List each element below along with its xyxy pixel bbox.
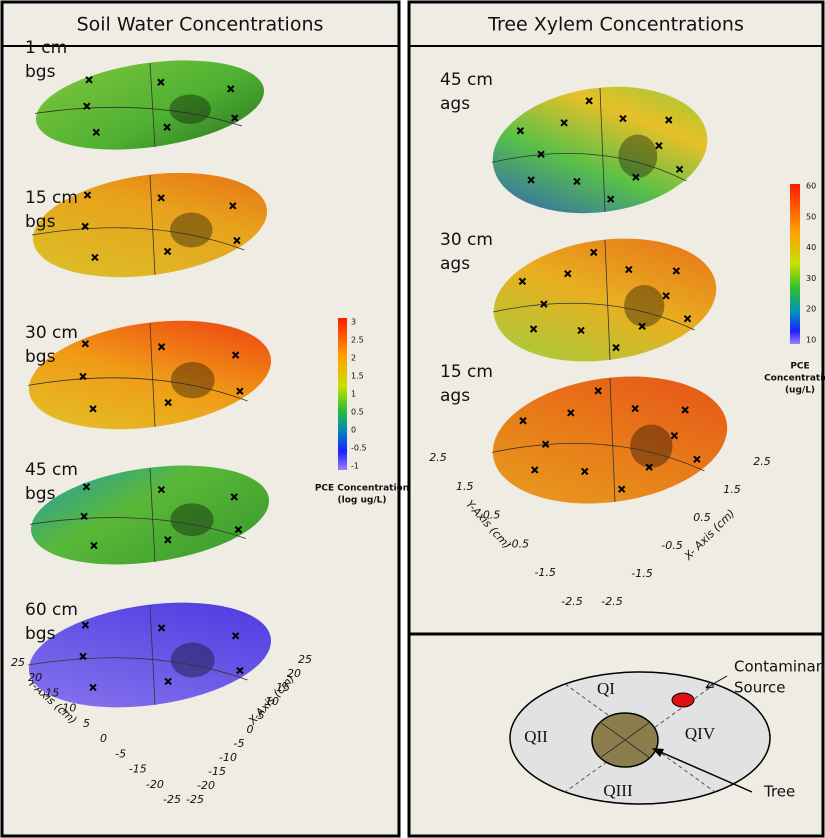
axis-tick: -1.5 (631, 567, 652, 580)
contaminant-source (672, 693, 694, 707)
axis-tick: 5 (83, 717, 90, 730)
colorbar-tick: 0.5 (351, 408, 364, 417)
colorbar-label: PCE (790, 362, 809, 372)
axis-tick: 25 (11, 656, 25, 669)
depth-label: 1 cm (25, 38, 67, 58)
colorbar-tick: -1 (351, 462, 359, 471)
colorbar-tick: 20 (806, 305, 816, 314)
source-label: Contaminant (734, 658, 825, 676)
axis-tick: -20 (146, 778, 164, 791)
colorbar-label: (log ug/L) (338, 496, 387, 506)
colorbar-label: (ug/L) (785, 386, 815, 396)
axis-tick: 20 (28, 671, 42, 684)
quadrant-label: QII (524, 727, 548, 746)
axis-tick: 0 (247, 723, 254, 736)
quadrant-label: QIII (603, 781, 633, 800)
axis-tick: 0 (100, 732, 107, 745)
height-label: 45 cm (440, 70, 493, 90)
panel-title: Soil Water Concentrations (77, 14, 324, 36)
axis-tick: -0.5 (661, 539, 682, 552)
colorbar-tick: 60 (806, 182, 816, 191)
height-label: ags (440, 254, 470, 274)
surface-shade (624, 285, 664, 327)
axis-tick: -1.5 (534, 566, 555, 579)
surface-shade (171, 643, 215, 678)
colorbar-label: Concentration (764, 374, 825, 384)
axis-tick: 15 (276, 681, 290, 694)
depth-label: 30 cm (25, 323, 78, 343)
axis-tick: -25 (186, 793, 204, 806)
axis-tick: 5 (258, 709, 265, 722)
axis-tick: -25 (163, 793, 181, 806)
axis-tick: 1.5 (723, 483, 741, 496)
axis-tick: -15 (208, 765, 226, 778)
surface-shade (618, 135, 657, 178)
depth-label: 15 cm (25, 188, 78, 208)
axis-tick: -10 (219, 751, 237, 764)
axis-tick: 0.5 (693, 511, 711, 524)
height-label: 15 cm (440, 362, 493, 382)
quadrant-label: QIV (685, 724, 716, 743)
height-label: 30 cm (440, 230, 493, 250)
axis-tick: 10 (265, 695, 279, 708)
colorbar-tick: 0 (351, 426, 356, 435)
axis-tick: 15 (45, 686, 59, 699)
surface-shade (630, 425, 672, 468)
colorbar-tick: 2.5 (351, 336, 364, 345)
surface-shade (170, 95, 211, 124)
depth-label: bgs (25, 347, 56, 367)
surface-shade (171, 362, 215, 398)
height-label: ags (440, 94, 470, 114)
colorbar-tick: 2 (351, 354, 356, 363)
colorbar-tick: 1.5 (351, 372, 364, 381)
surface-shade (170, 503, 213, 536)
axis-tick: -5 (115, 747, 126, 760)
axis-tick: -0.5 (508, 537, 529, 550)
colorbar-tick: 30 (806, 274, 816, 283)
axis-tick: 2.5 (429, 451, 447, 464)
axis-tick: -15 (129, 763, 147, 776)
axis-tick: -20 (197, 779, 215, 792)
tree-label: Tree (763, 783, 795, 801)
colorbar-tick: 40 (806, 243, 816, 252)
axis-tick: 10 (62, 702, 76, 715)
depth-label: bgs (25, 62, 56, 82)
axis-tick: 20 (287, 667, 301, 680)
depth-label: bgs (25, 212, 56, 232)
axis-tick: 1.5 (456, 480, 474, 493)
axis-tick: 25 (298, 653, 312, 666)
axis-tick: -2.5 (601, 595, 622, 608)
quadrant-label: QI (597, 679, 615, 698)
panel-title: Tree Xylem Concentrations (487, 14, 744, 36)
colorbar-label: PCE Concentration (315, 484, 409, 494)
depth-label: 45 cm (25, 460, 78, 480)
figure: Soil Water Concentrations Tree Xylem Con… (0, 0, 825, 838)
axis-tick: 2.5 (753, 455, 771, 468)
colorbar-tick: 3 (351, 318, 356, 327)
colorbar (338, 318, 347, 470)
depth-label: bgs (25, 624, 56, 644)
colorbar-tick: 10 (806, 336, 816, 345)
depth-label: bgs (25, 484, 56, 504)
colorbar-tick: 1 (351, 390, 356, 399)
colorbar (790, 184, 800, 344)
colorbar-tick: -0.5 (351, 444, 367, 453)
surface-shade (170, 213, 212, 248)
source-label: Source (734, 679, 786, 697)
depth-label: 60 cm (25, 600, 78, 620)
colorbar-tick: 50 (806, 212, 816, 221)
axis-tick: -2.5 (561, 595, 582, 608)
axis-tick: 0.5 (483, 509, 501, 522)
axis-tick: -5 (234, 737, 245, 750)
height-label: ags (440, 386, 470, 406)
